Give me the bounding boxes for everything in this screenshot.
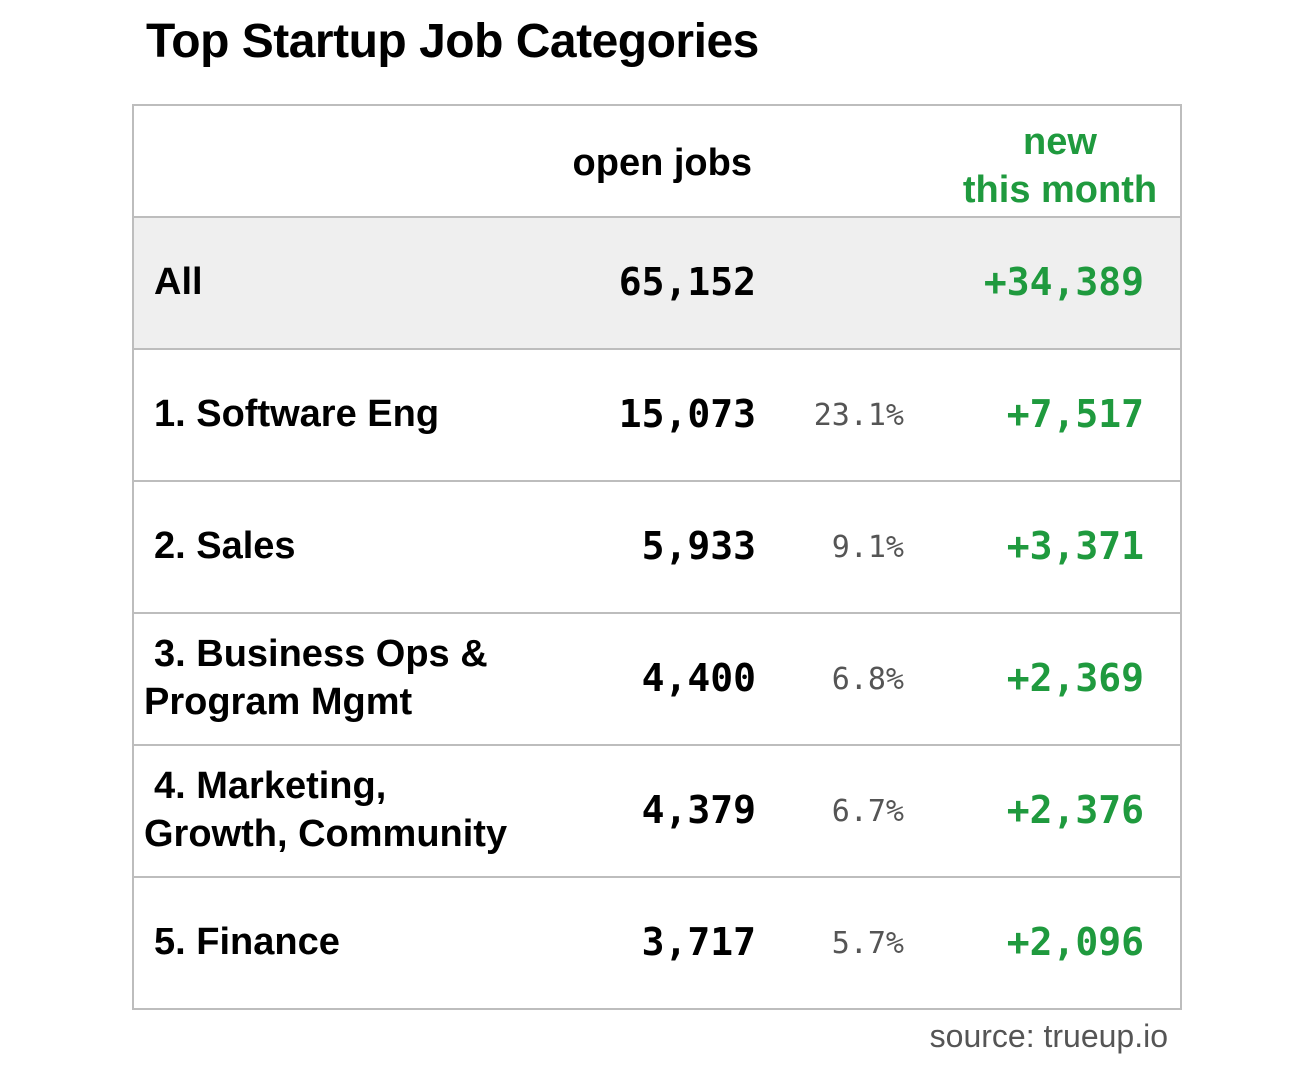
table-row-total: All 65,152 +34,389 — [134, 216, 1180, 348]
header-new-this-month: new this month — [950, 118, 1170, 214]
row-label-line1: 3. Business Ops & — [154, 633, 488, 675]
row-label: 2. Sales — [154, 522, 296, 570]
row-open-jobs: 4,400 — [641, 656, 756, 700]
header-open-jobs: open jobs — [572, 142, 752, 184]
row-new-this-month: +2,369 — [1006, 656, 1144, 700]
row-share: 9.1% — [831, 530, 904, 565]
table-row: 1. Software Eng 15,073 23.1% +7,517 — [134, 348, 1180, 480]
table-row: 3. Business Ops & Program Mgmt 4,400 6.8… — [134, 612, 1180, 744]
row-open-jobs: 5,933 — [641, 524, 756, 568]
row-share: 23.1% — [813, 398, 904, 433]
row-label-line2: Growth, Community — [144, 813, 508, 855]
table-row: 5. Finance 3,717 5.7% +2,096 — [134, 876, 1180, 1008]
row-label-line1: 1. Software Eng — [154, 393, 440, 435]
row-share: 6.7% — [831, 794, 904, 829]
row-open-jobs: 3,717 — [641, 920, 756, 964]
table-row: 4. Marketing, Growth, Community 4,379 6.… — [134, 744, 1180, 876]
row-label: 3. Business Ops & Program Mgmt — [144, 630, 488, 726]
row-label-line1: 2. Sales — [154, 525, 296, 567]
row-share: 5.7% — [831, 926, 904, 961]
row-label-line1: 5. Finance — [154, 921, 340, 963]
table-header-row: open jobs new this month — [134, 106, 1180, 216]
header-new-line2: this month — [962, 169, 1158, 211]
row-label: All — [154, 261, 203, 303]
row-label-line2: Program Mgmt — [144, 681, 413, 723]
source-note: source: trueup.io — [929, 1018, 1168, 1054]
row-open-jobs: 4,379 — [641, 788, 756, 832]
row-label: 4. Marketing, Growth, Community — [144, 762, 507, 858]
table-row: 2. Sales 5,933 9.1% +3,371 — [134, 480, 1180, 612]
row-new-this-month: +2,376 — [1006, 788, 1144, 832]
jobs-table: open jobs new this month All 65,152 +34,… — [132, 104, 1182, 1010]
row-new-this-month: +7,517 — [1006, 392, 1144, 436]
row-open-jobs: 65,152 — [618, 260, 756, 304]
row-label-line1: 4. Marketing, — [154, 765, 387, 807]
header-new-line1: new — [1023, 121, 1097, 163]
row-share: 6.8% — [831, 662, 904, 697]
row-new-this-month: +2,096 — [1006, 920, 1144, 964]
row-new-this-month: +34,389 — [983, 260, 1144, 304]
row-new-this-month: +3,371 — [1006, 524, 1144, 568]
row-label: 1. Software Eng — [154, 390, 439, 438]
row-label: 5. Finance — [154, 918, 340, 966]
chart-title: Top Startup Job Categories — [146, 15, 759, 68]
row-open-jobs: 15,073 — [618, 392, 756, 436]
